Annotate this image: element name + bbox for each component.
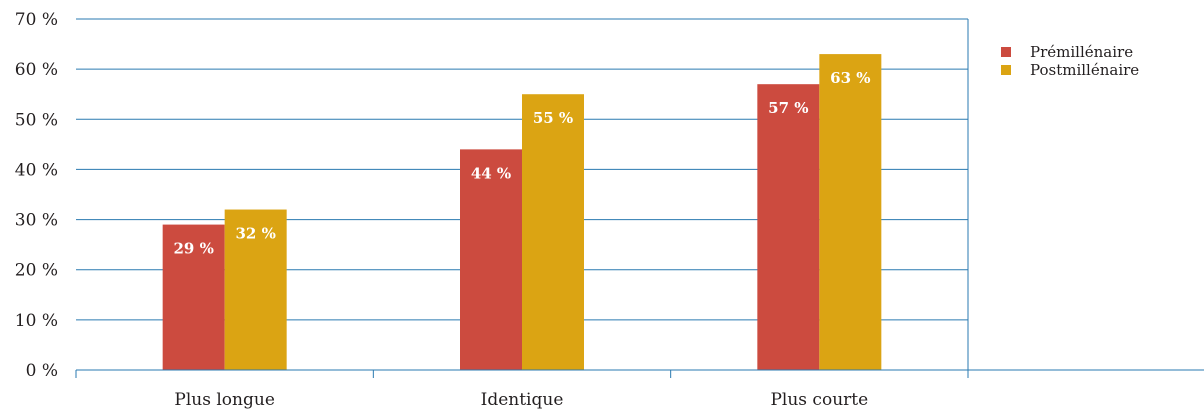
legend-swatch bbox=[1001, 65, 1011, 75]
legend-label: Postmillénaire bbox=[1030, 61, 1139, 79]
y-tick-label: 20 % bbox=[15, 261, 58, 281]
data-label: 32 % bbox=[235, 225, 275, 243]
x-axis bbox=[75, 369, 1204, 378]
x-category-label: Identique bbox=[481, 390, 564, 410]
y-tick-label: 30 % bbox=[15, 211, 58, 231]
x-category-label: Plus courte bbox=[770, 390, 868, 410]
y-tick-label: 60 % bbox=[15, 60, 58, 80]
x-category-label: Plus longue bbox=[174, 390, 274, 410]
bar bbox=[460, 149, 522, 370]
data-label: 44 % bbox=[471, 164, 511, 182]
data-label: 63 % bbox=[830, 69, 870, 87]
y-tick-label: 10 % bbox=[15, 311, 58, 331]
bar bbox=[224, 209, 287, 370]
legend-swatch bbox=[1001, 47, 1011, 57]
bar bbox=[757, 84, 820, 370]
y-tick-label: 50 % bbox=[15, 110, 58, 130]
bar bbox=[819, 54, 882, 370]
bar bbox=[522, 94, 584, 370]
data-label: 57 % bbox=[768, 99, 808, 117]
y-tick-label: 40 % bbox=[15, 160, 58, 180]
y-axis-ticks: 0 % 10 % 20 % 30 % 40 % 50 % 60 % 70 % bbox=[15, 10, 58, 381]
bar bbox=[162, 224, 225, 370]
legend-label: Prémillénaire bbox=[1030, 43, 1133, 61]
data-label: 29 % bbox=[173, 240, 213, 258]
y-tick-label: 0 % bbox=[26, 361, 58, 381]
y-tick-label: 70 % bbox=[15, 10, 58, 30]
data-label: 55 % bbox=[533, 109, 573, 127]
x-axis-categories: Plus longue Identique Plus courte bbox=[174, 390, 868, 410]
bars: 29 % 32 % 44 % 55 % 57 % 63 % bbox=[162, 54, 882, 370]
